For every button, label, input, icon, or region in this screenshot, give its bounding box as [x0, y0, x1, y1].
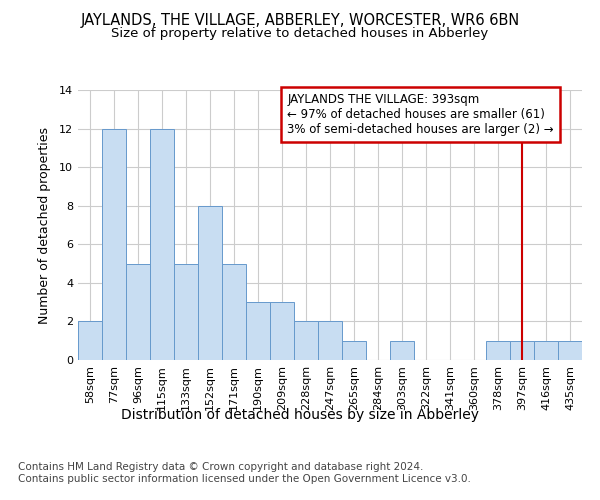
Bar	[294, 322, 318, 360]
Bar	[246, 302, 270, 360]
Text: Distribution of detached houses by size in Abberley: Distribution of detached houses by size …	[121, 408, 479, 422]
Bar	[222, 264, 246, 360]
Bar	[486, 340, 510, 360]
Bar	[78, 322, 102, 360]
Text: Contains HM Land Registry data © Crown copyright and database right 2024.
Contai: Contains HM Land Registry data © Crown c…	[18, 462, 471, 484]
Bar	[390, 340, 414, 360]
Bar	[174, 264, 198, 360]
Bar	[150, 128, 174, 360]
Text: JAYLANDS, THE VILLAGE, ABBERLEY, WORCESTER, WR6 6BN: JAYLANDS, THE VILLAGE, ABBERLEY, WORCEST…	[80, 12, 520, 28]
Bar	[102, 128, 126, 360]
Bar	[342, 340, 366, 360]
Text: Size of property relative to detached houses in Abberley: Size of property relative to detached ho…	[112, 28, 488, 40]
Bar	[534, 340, 558, 360]
Bar	[126, 264, 150, 360]
Bar	[510, 340, 534, 360]
Text: JAYLANDS THE VILLAGE: 393sqm
← 97% of detached houses are smaller (61)
3% of sem: JAYLANDS THE VILLAGE: 393sqm ← 97% of de…	[287, 92, 554, 136]
Bar	[198, 206, 222, 360]
Y-axis label: Number of detached properties: Number of detached properties	[38, 126, 50, 324]
Bar	[558, 340, 582, 360]
Bar	[270, 302, 294, 360]
Bar	[318, 322, 342, 360]
